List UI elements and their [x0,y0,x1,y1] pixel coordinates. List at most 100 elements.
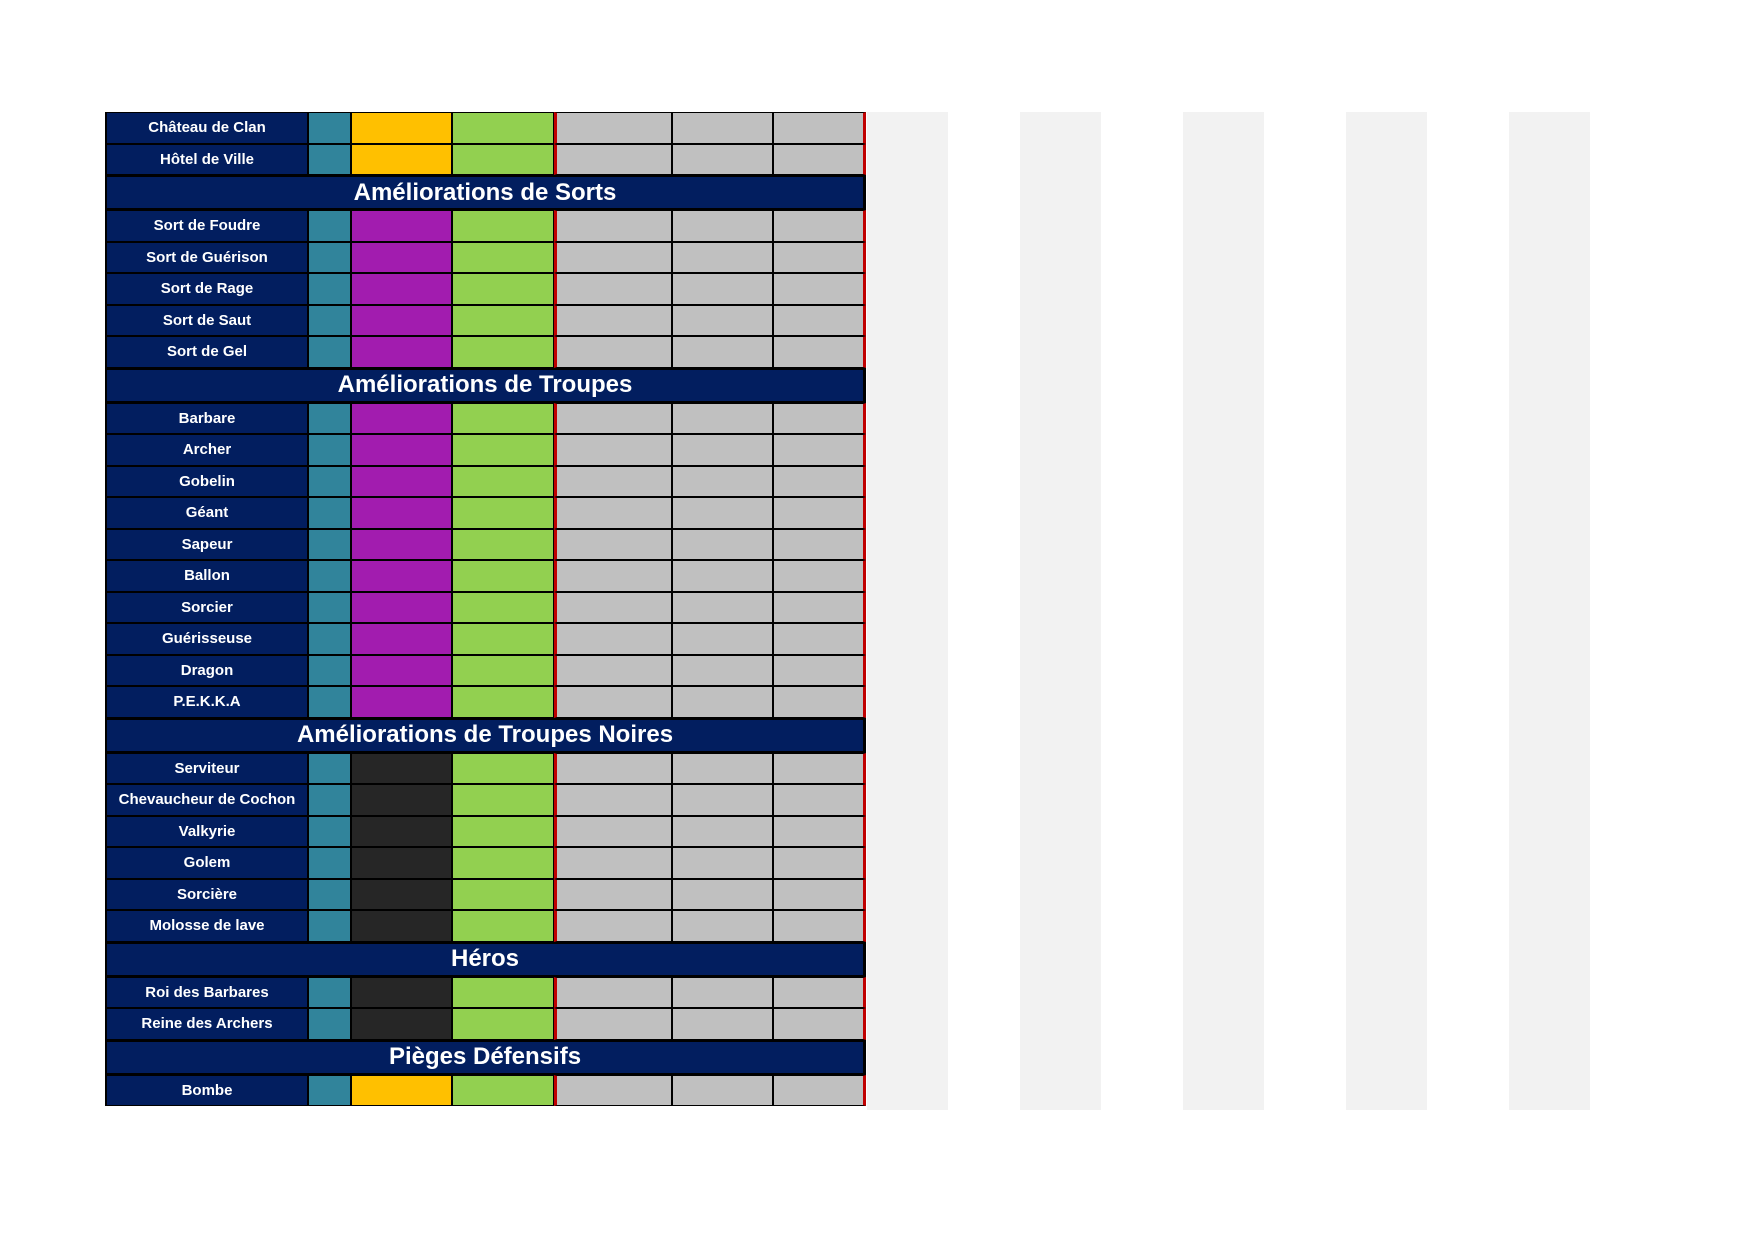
progress-cell[interactable] [452,434,554,466]
grey-cell[interactable] [672,560,773,592]
grey-cell[interactable] [672,143,773,175]
level-cell[interactable] [308,273,351,305]
grey-cell[interactable] [672,402,773,434]
grey-cell[interactable] [773,528,866,560]
resource-cell[interactable] [351,434,452,466]
level-cell[interactable] [308,528,351,560]
level-cell[interactable] [308,112,351,144]
progress-cell[interactable] [452,560,554,592]
grey-cell[interactable] [672,623,773,655]
progress-cell[interactable] [452,686,554,718]
grey-cell[interactable] [773,1008,866,1040]
grey-cell[interactable] [672,465,773,497]
grey-cell[interactable] [554,336,672,368]
level-cell[interactable] [308,402,351,434]
level-cell[interactable] [308,591,351,623]
grey-cell[interactable] [672,815,773,847]
grey-cell[interactable] [554,654,672,686]
level-cell[interactable] [308,910,351,942]
resource-cell[interactable] [351,528,452,560]
grey-cell[interactable] [773,623,866,655]
grey-cell[interactable] [773,112,866,144]
grey-cell[interactable] [554,143,672,175]
grey-cell[interactable] [672,686,773,718]
grey-cell[interactable] [672,654,773,686]
grey-cell[interactable] [672,1008,773,1040]
level-cell[interactable] [308,752,351,784]
grey-cell[interactable] [773,878,866,910]
grey-cell[interactable] [672,112,773,144]
grey-cell[interactable] [554,847,672,879]
progress-cell[interactable] [452,112,554,144]
progress-cell[interactable] [452,847,554,879]
grey-cell[interactable] [554,1074,672,1106]
level-cell[interactable] [308,1008,351,1040]
grey-cell[interactable] [554,623,672,655]
grey-cell[interactable] [773,241,866,273]
progress-cell[interactable] [452,241,554,273]
grey-cell[interactable] [773,465,866,497]
resource-cell[interactable] [351,465,452,497]
resource-cell[interactable] [351,210,452,242]
grey-cell[interactable] [554,784,672,816]
resource-cell[interactable] [351,623,452,655]
resource-cell[interactable] [351,910,452,942]
progress-cell[interactable] [452,1008,554,1040]
progress-cell[interactable] [452,143,554,175]
resource-cell[interactable] [351,815,452,847]
grey-cell[interactable] [672,784,773,816]
resource-cell[interactable] [351,560,452,592]
grey-cell[interactable] [773,143,866,175]
resource-cell[interactable] [351,336,452,368]
grey-cell[interactable] [773,910,866,942]
resource-cell[interactable] [351,1074,452,1106]
grey-cell[interactable] [773,752,866,784]
resource-cell[interactable] [351,241,452,273]
level-cell[interactable] [308,878,351,910]
level-cell[interactable] [308,241,351,273]
grey-cell[interactable] [554,528,672,560]
progress-cell[interactable] [452,623,554,655]
progress-cell[interactable] [452,528,554,560]
resource-cell[interactable] [351,878,452,910]
grey-cell[interactable] [773,686,866,718]
grey-cell[interactable] [554,465,672,497]
grey-cell[interactable] [554,591,672,623]
progress-cell[interactable] [452,752,554,784]
resource-cell[interactable] [351,686,452,718]
grey-cell[interactable] [672,241,773,273]
grey-cell[interactable] [672,210,773,242]
grey-cell[interactable] [672,434,773,466]
progress-cell[interactable] [452,210,554,242]
grey-cell[interactable] [672,304,773,336]
grey-cell[interactable] [773,1074,866,1106]
progress-cell[interactable] [452,497,554,529]
grey-cell[interactable] [773,402,866,434]
level-cell[interactable] [308,623,351,655]
resource-cell[interactable] [351,1008,452,1040]
grey-cell[interactable] [554,210,672,242]
grey-cell[interactable] [554,304,672,336]
grey-cell[interactable] [672,1074,773,1106]
level-cell[interactable] [308,815,351,847]
grey-cell[interactable] [554,112,672,144]
resource-cell[interactable] [351,304,452,336]
level-cell[interactable] [308,560,351,592]
progress-cell[interactable] [452,465,554,497]
grey-cell[interactable] [773,847,866,879]
level-cell[interactable] [308,210,351,242]
level-cell[interactable] [308,336,351,368]
grey-cell[interactable] [773,784,866,816]
resource-cell[interactable] [351,976,452,1008]
grey-cell[interactable] [672,847,773,879]
grey-cell[interactable] [773,304,866,336]
level-cell[interactable] [308,304,351,336]
grey-cell[interactable] [554,910,672,942]
grey-cell[interactable] [554,878,672,910]
level-cell[interactable] [308,847,351,879]
grey-cell[interactable] [672,528,773,560]
grey-cell[interactable] [672,910,773,942]
grey-cell[interactable] [672,976,773,1008]
level-cell[interactable] [308,686,351,718]
grey-cell[interactable] [554,273,672,305]
